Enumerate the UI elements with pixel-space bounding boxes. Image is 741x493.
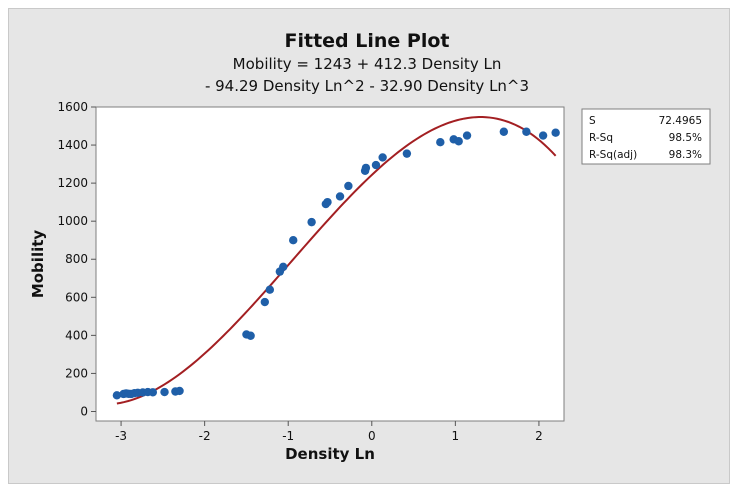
data-point bbox=[371, 160, 381, 170]
data-point bbox=[160, 387, 169, 397]
chart-subtitle-line-1: Mobility = 1243 + 412.3 Density Ln bbox=[233, 55, 502, 73]
y-tick-label: 1600 bbox=[57, 100, 88, 114]
data-point bbox=[265, 285, 275, 294]
y-tick-label: 200 bbox=[65, 366, 88, 380]
x-tick-label: -3 bbox=[115, 429, 127, 443]
y-tick-label: 1200 bbox=[57, 176, 88, 190]
data-point bbox=[246, 331, 255, 340]
data-point bbox=[344, 181, 353, 191]
data-point bbox=[462, 131, 472, 140]
data-points bbox=[112, 127, 560, 400]
data-point bbox=[323, 197, 332, 207]
x-tick-label: 1 bbox=[452, 429, 460, 443]
data-point bbox=[335, 192, 345, 201]
x-tick-label: -2 bbox=[199, 429, 211, 443]
data-point bbox=[378, 153, 387, 162]
stat-label-r-sq: R-Sq bbox=[589, 132, 613, 144]
x-tick-label: -1 bbox=[282, 429, 294, 443]
data-point bbox=[289, 236, 298, 245]
data-point bbox=[260, 297, 270, 307]
x-axis-label: Density Ln bbox=[285, 445, 375, 463]
y-tick-label: 1000 bbox=[57, 214, 88, 228]
stat-value-r-sq: 98.5% bbox=[669, 132, 702, 144]
data-point bbox=[307, 217, 316, 227]
x-tick-label: 2 bbox=[535, 429, 543, 443]
x-axis: -3 -2 -1 0 1 2 bbox=[115, 421, 543, 443]
data-point bbox=[551, 128, 560, 137]
y-tick-label: 1400 bbox=[57, 138, 88, 152]
data-point bbox=[499, 127, 509, 136]
y-tick-label: 800 bbox=[65, 252, 88, 266]
data-point bbox=[279, 262, 288, 272]
data-point bbox=[361, 163, 371, 173]
stats-box: S 72.4965 R-Sq 98.5% R-Sq(adj) 98.3% bbox=[581, 108, 711, 165]
data-point bbox=[522, 127, 531, 136]
x-tick-label: 0 bbox=[368, 429, 376, 443]
stat-value-s: 72.4965 bbox=[659, 115, 702, 127]
data-point bbox=[454, 137, 463, 146]
y-axis: 0 200 400 600 800 1000 1200 1400 1600 bbox=[57, 100, 96, 418]
data-point bbox=[436, 138, 445, 147]
y-tick-label: 600 bbox=[65, 290, 88, 304]
stat-value-r-sq-adj: 98.3% bbox=[669, 149, 702, 161]
plot-area bbox=[95, 106, 565, 422]
data-point bbox=[538, 131, 548, 140]
data-point bbox=[148, 388, 158, 397]
data-point bbox=[402, 149, 412, 158]
y-axis-label: Mobility bbox=[29, 230, 47, 299]
chart-subtitle-line-2: - 94.29 Density Ln^2 - 32.90 Density Ln^… bbox=[205, 77, 529, 95]
stats-box-frame bbox=[581, 108, 711, 165]
chart-title: Fitted Line Plot bbox=[285, 30, 450, 52]
stat-label-s: S bbox=[589, 115, 596, 127]
y-tick-label: 0 bbox=[80, 404, 88, 418]
stat-label-r-sq-adj: R-Sq(adj) bbox=[589, 149, 637, 161]
data-point bbox=[175, 386, 184, 396]
y-tick-label: 400 bbox=[65, 328, 88, 342]
fitted-regression-line bbox=[116, 116, 557, 405]
data-point bbox=[112, 391, 122, 400]
